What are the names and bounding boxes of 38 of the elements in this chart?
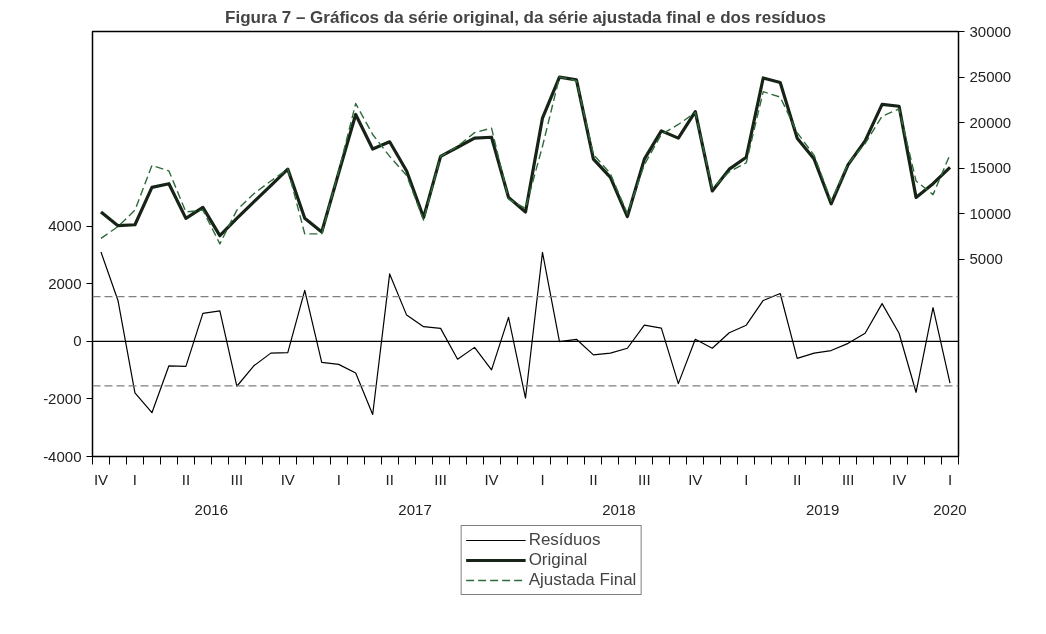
chart-title: Figura 7 – Gráficos da série original, da série ajustada final e dos resíduos [225,7,826,27]
x-tick-label: IV [280,470,295,488]
y-tick-label: -2000 [43,389,82,407]
x-tick-label: I [744,470,749,488]
y-tick-label: 2000 [48,274,82,292]
legend-label: Ajustada Final [528,570,637,590]
x-tick-label: I [336,470,341,488]
legend-label: Original [528,550,588,570]
x-tick-label: II [589,470,598,488]
x-tick-label: IV [891,470,907,488]
x-tick-label: IV [93,470,109,488]
x-tick-label: II [793,470,802,488]
x-tick-label: I [540,470,545,488]
x2-tick-label: 2019 [805,500,840,518]
y2-tick-label: 15000 [969,159,1012,177]
y2-tick-label: 5000 [969,250,1003,268]
x-tick-label: III [434,470,447,488]
x2-tick-label: 2018 [602,500,636,518]
y-tick-label: -4000 [43,447,82,465]
x-tick-label: III [638,470,651,488]
y-tick-label: 0 [73,332,82,350]
x2-tick-label: 2020 [933,500,967,518]
y-tick-label: 4000 [48,217,82,235]
y2-tick-label: 10000 [969,204,1012,222]
x2-tick-label: 2016 [194,500,228,518]
x-tick-label: III [230,470,244,488]
x-tick-label: I [947,470,953,488]
x-tick-label: I [132,470,138,488]
y2-tick-label: 30000 [969,22,1012,40]
x2-tick-label: 2017 [398,500,432,518]
y2-tick-label: 25000 [969,68,1012,86]
x-tick-label: II [181,470,191,488]
legend-label: Resíduos [528,530,601,550]
x-tick-label: IV [484,470,499,488]
x-tick-label: III [841,470,855,488]
y2-tick-label: 20000 [969,113,1012,131]
x-tick-label: II [385,470,394,488]
x-tick-label: IV [688,470,703,488]
